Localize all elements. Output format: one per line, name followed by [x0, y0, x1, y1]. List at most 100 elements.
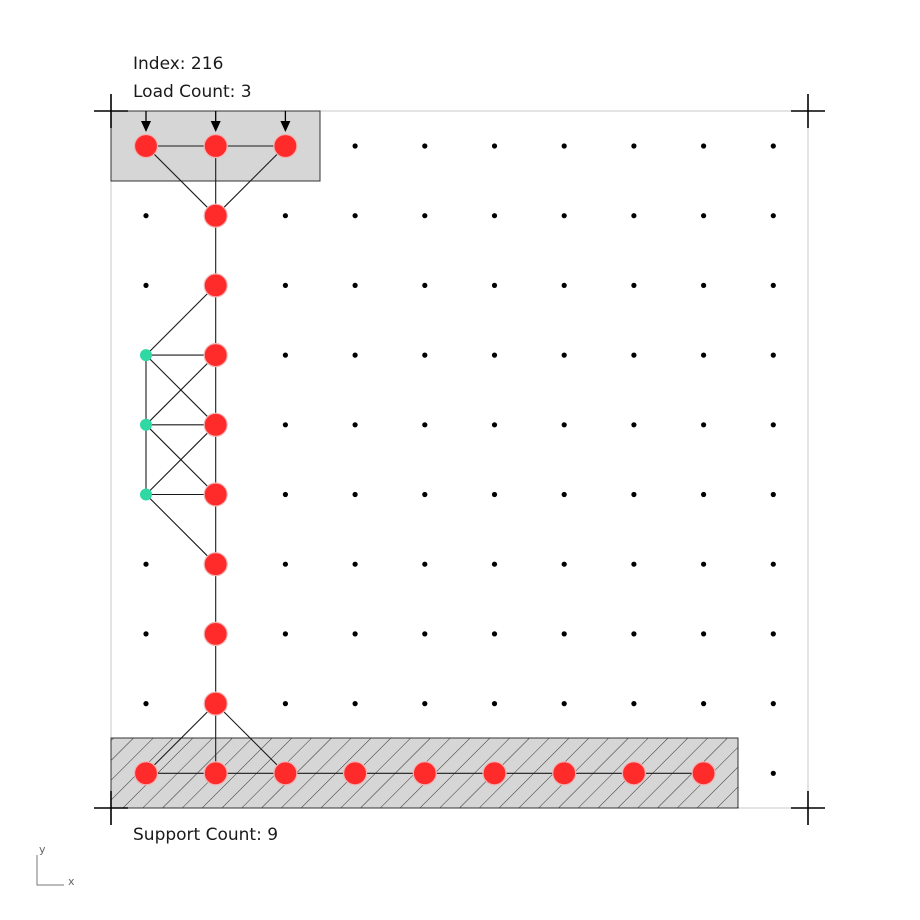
truss-member — [215, 145, 286, 217]
grid-dot — [561, 143, 567, 149]
grid-dot — [631, 422, 637, 428]
grid-dot — [631, 701, 637, 707]
corner-marker-bottom-right — [791, 791, 825, 825]
axis-y-label: y — [39, 843, 46, 856]
grid-dot — [352, 422, 358, 428]
grid-dot — [770, 770, 776, 776]
grid-dot — [143, 701, 149, 707]
truss-member — [145, 145, 217, 217]
grid-dot — [701, 701, 707, 707]
grid-dot — [282, 352, 288, 358]
grid-dot — [282, 701, 288, 707]
grid-dot — [561, 352, 567, 358]
corner-marker-top-right — [791, 94, 825, 128]
active-node — [203, 343, 228, 368]
auxiliary-node — [140, 488, 152, 501]
truss-member — [145, 494, 217, 565]
grid-dot — [491, 701, 498, 707]
grid-dot — [352, 143, 358, 149]
grid-dot — [701, 561, 707, 567]
grid-dot — [561, 631, 567, 637]
grid-dot — [491, 422, 498, 428]
load-arrows — [141, 111, 291, 132]
truss-member — [145, 703, 217, 774]
grid-dot — [352, 701, 358, 707]
index-label: Index: 216 — [133, 54, 223, 74]
active-node — [203, 203, 228, 228]
active-node — [203, 412, 228, 437]
grid-dot — [491, 561, 498, 567]
grid-dot — [701, 282, 707, 288]
grid-dot — [631, 491, 637, 498]
active-node — [621, 761, 647, 786]
active-node — [203, 273, 228, 298]
grid-dot — [631, 352, 637, 358]
corner-marker-top-left — [94, 94, 128, 128]
axis-indicator: y x — [36, 843, 75, 888]
active-node — [133, 761, 159, 786]
active-node — [273, 133, 298, 159]
support-count-label: Support Count: 9 — [133, 825, 278, 845]
auxiliary-node — [140, 418, 152, 431]
active-node — [691, 761, 716, 786]
truss-member — [215, 703, 286, 774]
grid-dot — [770, 631, 776, 637]
grid-dot — [770, 352, 776, 358]
grid-dot — [491, 352, 498, 358]
grid-dot — [282, 631, 288, 637]
active-node — [203, 761, 228, 786]
grid-dot — [561, 422, 567, 428]
load-count-label: Load Count: 3 — [133, 82, 252, 102]
grid-dot — [491, 143, 498, 149]
grid-dot — [561, 561, 567, 567]
grid-dot — [422, 561, 428, 567]
grid-dot — [770, 701, 776, 707]
load-arrow — [210, 111, 221, 132]
active-node — [203, 552, 228, 577]
truss-nodes — [133, 133, 716, 786]
active-node — [203, 133, 228, 159]
grid-dot — [422, 282, 428, 288]
grid-dot — [352, 352, 358, 358]
grid-dot — [631, 143, 637, 149]
grid-dot — [491, 631, 498, 637]
grid-dot — [422, 143, 428, 149]
grid-dot — [282, 561, 288, 567]
load-arrow — [141, 111, 151, 132]
grid-dot — [422, 422, 428, 428]
grid-dot — [770, 143, 776, 149]
truss-member — [145, 285, 217, 356]
grid-dot — [143, 561, 149, 567]
grid-dots — [143, 143, 776, 776]
grid-dot — [282, 213, 288, 219]
active-node — [133, 133, 159, 159]
grid-dot — [770, 282, 776, 288]
grid-dot — [422, 213, 428, 219]
grid-dot — [352, 282, 358, 288]
grid-dot — [422, 352, 428, 358]
grid-dot — [352, 631, 358, 637]
grid-dot — [561, 282, 567, 288]
grid-dot — [770, 491, 776, 498]
axis-x-label: x — [68, 875, 75, 888]
grid-dot — [701, 213, 707, 219]
grid-dot — [770, 213, 776, 219]
truss-member — [145, 354, 217, 426]
grid-dot — [770, 422, 776, 428]
grid-dot — [701, 491, 707, 498]
grid-dot — [282, 282, 288, 288]
grid-dot — [701, 143, 707, 149]
grid-dot — [561, 491, 567, 498]
grid-dot — [422, 491, 428, 498]
corner-markers — [94, 94, 825, 825]
grid-dot — [352, 491, 358, 498]
active-node — [343, 761, 368, 786]
grid-dot — [701, 352, 707, 358]
active-node — [203, 621, 228, 647]
grid-dot — [282, 422, 288, 428]
grid-dot — [701, 422, 707, 428]
auxiliary-node — [140, 349, 152, 362]
corner-marker-bottom-left — [94, 791, 128, 825]
active-node — [273, 761, 298, 786]
